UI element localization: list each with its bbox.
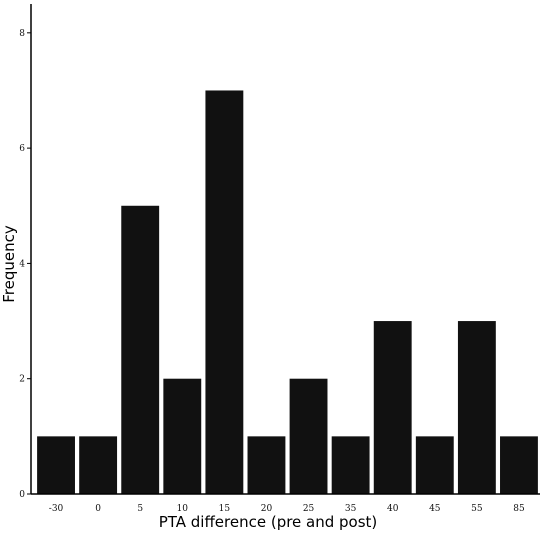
y-tick-label: 8 <box>19 29 25 39</box>
bar-55 <box>457 321 496 494</box>
y-tick-label: 4 <box>19 259 25 269</box>
x-axis-ticks: -30 0 5 10 15 20 25 35 40 45 55 85 <box>49 504 525 514</box>
x-tick-label: 15 <box>219 504 231 514</box>
x-tick-label: 5 <box>137 504 143 514</box>
x-tick-label: 35 <box>345 504 357 514</box>
y-tick-label: 6 <box>19 144 25 154</box>
bar-40 <box>373 321 412 494</box>
bar-20 <box>247 436 286 494</box>
x-tick-label: 40 <box>387 504 399 514</box>
x-tick-label: 85 <box>513 504 525 514</box>
x-tick-label: 45 <box>429 504 441 514</box>
bars-group <box>37 90 538 495</box>
bar-35 <box>331 436 370 494</box>
x-tick-label: 25 <box>303 504 315 514</box>
x-tick-label: 20 <box>261 504 273 514</box>
y-tick-label: 2 <box>19 375 25 385</box>
y-tick-label: 0 <box>19 490 25 500</box>
bar-45 <box>415 436 454 494</box>
y-axis-title: Frequency <box>0 225 18 303</box>
bar-25 <box>289 378 328 494</box>
bar-15 <box>205 90 244 495</box>
bar--30 <box>37 436 75 494</box>
x-tick-label: 10 <box>177 504 189 514</box>
x-tick-label: 55 <box>471 504 483 514</box>
bar-85 <box>500 436 538 494</box>
x-axis-title: PTA difference (pre and post) <box>159 513 378 531</box>
y-axis-ticks: 0 2 4 6 8 <box>19 29 31 500</box>
bar-10 <box>163 378 202 494</box>
bar-0 <box>79 436 118 494</box>
x-tick-label: 0 <box>95 504 101 514</box>
bar-5 <box>121 205 160 494</box>
x-tick-label: -30 <box>49 504 64 514</box>
